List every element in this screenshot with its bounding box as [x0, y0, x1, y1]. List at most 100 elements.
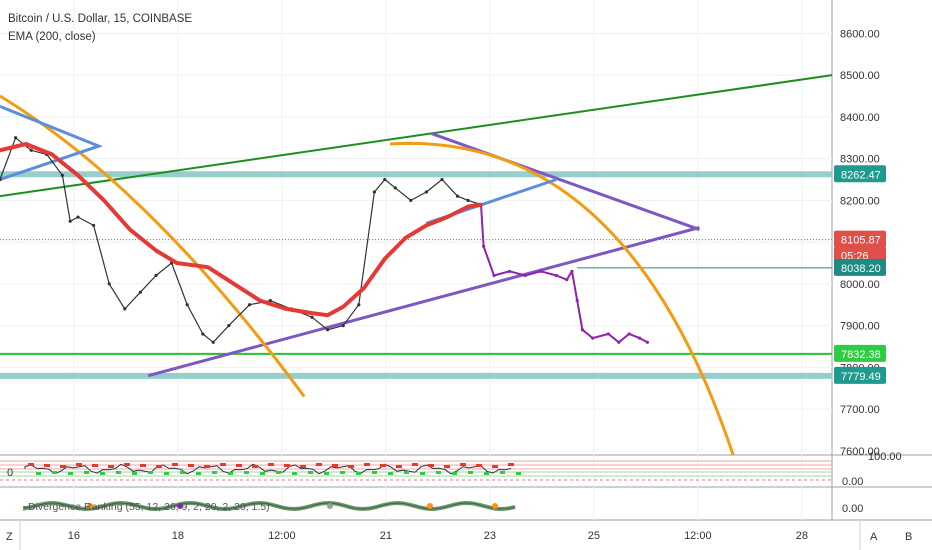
price-tag-4: 7832.38 [841, 349, 881, 361]
price-tag-1: 8105.87 [841, 235, 881, 247]
x-tick-label-6: 12:00 [684, 530, 712, 542]
x-tick-label-7: 28 [796, 530, 808, 542]
price-series-point-4 [60, 173, 64, 177]
sub1-red-marker-13 [236, 464, 242, 467]
price-series-point-29 [440, 177, 444, 182]
ema-200-series-point-20 [466, 205, 470, 209]
indicator-legend: EMA (200, close) [8, 31, 96, 43]
ema-200-series-point-21 [479, 202, 483, 207]
sub1-red-marker-8 [156, 465, 162, 468]
sub1-red-marker-21 [364, 463, 370, 466]
y-tick-label-1: 7700.00 [840, 404, 880, 416]
price-series-point-23 [357, 303, 361, 307]
price-series-point-15 [211, 340, 215, 344]
sub1-red-marker-15 [268, 463, 274, 466]
sub1-red-marker-25 [428, 464, 434, 467]
sub1-green-marker-28 [484, 472, 489, 475]
x-tick-label-4: 23 [484, 530, 496, 542]
sub1-green-marker-2 [68, 472, 73, 475]
sub1-green-marker-22 [388, 472, 393, 475]
price-tag-5: 7779.49 [841, 371, 881, 383]
sub1-green-marker-25 [436, 471, 441, 474]
subpane2-tick-zero: 0.00 [842, 503, 863, 515]
price-series-point-5 [68, 219, 72, 223]
timezone-button[interactable]: Z [6, 531, 13, 543]
sub1-green-marker-0 [36, 472, 41, 475]
price-series-breakdown-point-13 [617, 340, 621, 344]
sub1-red-marker-30 [508, 463, 514, 466]
subpane1-tick-zero: 0.00 [842, 476, 863, 488]
ema-200-series-point-14 [341, 305, 345, 309]
price-series-breakdown-point-6 [554, 273, 559, 278]
price-series-point-7 [92, 223, 96, 228]
sub1-red-marker-22 [380, 464, 386, 467]
ema-200-series-point-19 [445, 215, 449, 219]
sub1-red-marker-9 [172, 463, 178, 466]
sub1-green-marker-5 [116, 471, 121, 474]
price-series-point-8 [107, 282, 111, 286]
sub1-green-marker-21 [372, 471, 377, 474]
ema-200-series-point-3 [76, 173, 80, 177]
ema-200-series [0, 142, 482, 318]
time-axis[interactable]: 16 18 12:00 21 23 25 12:00 28 [68, 530, 808, 542]
sub1-green-marker-13 [244, 471, 249, 474]
sub1-green-marker-1 [52, 471, 57, 474]
ema-200-series-point-10 [258, 298, 262, 303]
sub2-marker-2 [327, 503, 333, 509]
price-tag-3: 8038.20 [841, 263, 881, 275]
ema-200-series-point-8 [206, 265, 210, 269]
sub1-red-marker-27 [460, 463, 466, 466]
indicator-panes [0, 460, 832, 512]
price-series-breakdown-point-14 [627, 332, 631, 336]
triangle-blue-left [0, 105, 104, 181]
sub1-red-marker-14 [252, 465, 258, 468]
ema-200-series-point-9 [232, 282, 236, 286]
log-scale-button[interactable]: B [905, 531, 912, 543]
sub1-green-marker-24 [420, 472, 425, 475]
sub1-green-marker-27 [468, 471, 473, 474]
sub1-green-marker-19 [340, 471, 345, 474]
ema-200-series-point-13 [326, 313, 330, 317]
sub1-red-marker-10 [188, 464, 194, 467]
price-series-point-16 [227, 323, 231, 328]
price-series-breakdown-point-12 [606, 332, 611, 336]
y-tick-label-10: 8600.00 [840, 28, 880, 40]
price-series-breakdown-point-8 [570, 269, 574, 273]
subpane2-label: Divergence Ranking (55, 12, 26, 9, 2, 20… [28, 501, 270, 513]
price-series-breakdown-point-4 [523, 273, 527, 278]
sub1-red-marker-12 [220, 463, 226, 466]
x-tick-label-0: 16 [68, 530, 80, 542]
sub1-green-marker-23 [404, 471, 409, 474]
sub1-green-marker-26 [452, 472, 457, 475]
ema-200-series-point-18 [424, 223, 428, 228]
sub1-red-marker-29 [492, 465, 498, 468]
sub1-green-marker-8 [164, 472, 169, 475]
y-tick-label-4: 8000.00 [840, 279, 880, 291]
sub1-green-marker-6 [132, 472, 137, 475]
auto-scale-button[interactable]: A [870, 531, 878, 543]
y-tick-label-6: 8200.00 [840, 195, 880, 207]
sub2-marker-0 [87, 503, 93, 509]
sub1-red-marker-26 [444, 465, 450, 468]
ema-200-series-point-2 [50, 152, 54, 157]
ema-200-series-point-16 [383, 257, 387, 261]
price-series-point-26 [393, 186, 397, 190]
sub1-red-marker-7 [140, 464, 146, 467]
arc-orange-right [389, 141, 735, 456]
sub1-red-marker-3 [76, 463, 82, 466]
sub1-red-marker-23 [396, 465, 402, 468]
price-series-point-17 [248, 303, 252, 307]
price-series-point-25 [383, 177, 387, 182]
ema-200-series-point-4 [102, 198, 106, 202]
price-series-point-2 [29, 148, 33, 152]
x-tick-label-3: 21 [380, 530, 392, 542]
price-series-point-10 [138, 290, 142, 294]
price-series-point-28 [424, 190, 428, 194]
sub1-green-marker-11 [212, 471, 217, 474]
ema-200-series-point-12 [310, 311, 314, 315]
sub2-marker-1 [177, 503, 183, 509]
y-tick-label-7: 8300.00 [840, 154, 880, 166]
price-series-breakdown-point-5 [539, 269, 543, 273]
price-series-point-14 [201, 332, 205, 336]
